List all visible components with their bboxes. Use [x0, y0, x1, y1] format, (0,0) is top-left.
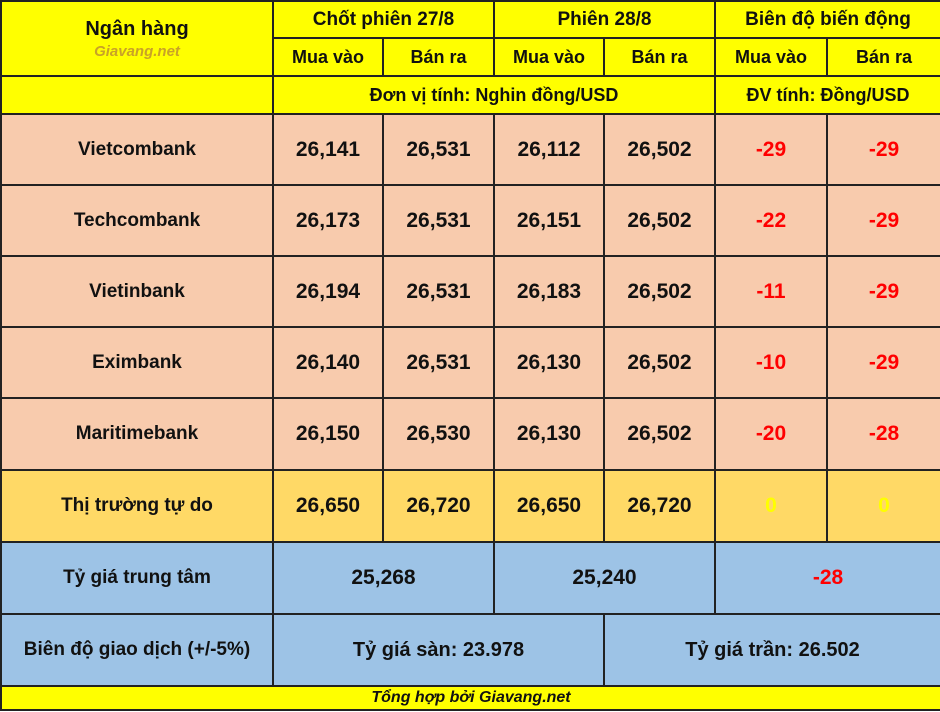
sell-change: -29 [825, 113, 940, 186]
table-row: Eximbank 26,140 26,531 26,130 26,502 -10… [0, 326, 940, 399]
unit-spacer [0, 75, 274, 115]
sell-change: -29 [825, 326, 940, 399]
buy-value: 26,141 [272, 113, 384, 186]
unit-row: Đơn vị tính: Nghin đồng/USD ĐV tính: Đồn… [0, 75, 940, 115]
buy-value: 26,130 [493, 397, 605, 471]
sell-header: Bán ra [825, 37, 940, 77]
sell-value: 26,502 [603, 113, 716, 186]
bank-column-header: Ngân hàng [85, 17, 189, 40]
buy-change: -11 [714, 255, 828, 328]
central-rate-row: Tỷ giá trung tâm 25,268 25,240 -28 [0, 541, 940, 615]
sell-value: 26,531 [382, 326, 495, 399]
footer-row: Tổng hợp bởi Giavang.net [0, 685, 940, 711]
brand-label: Giavang.net [94, 42, 180, 60]
buy-value: 26,150 [272, 397, 384, 471]
sell-change: -29 [825, 255, 940, 328]
footer-credit: Tổng hợp bởi Giavang.net [0, 685, 940, 711]
sell-header: Bán ra [382, 37, 495, 77]
sell-change: -28 [825, 397, 940, 471]
buy-header: Mua vào [493, 37, 605, 77]
buy-value: 26,151 [493, 184, 605, 257]
bank-name: Vietinbank [0, 255, 274, 328]
unit-label-thousand: Đơn vị tính: Nghin đồng/USD [272, 75, 716, 115]
sell-value: 26,531 [382, 255, 495, 328]
sell-value: 26,502 [603, 184, 716, 257]
change-header: Biên độ biến động [713, 0, 940, 39]
header-row-2: Mua vào Bán ra Mua vào Bán ra Mua vào Bá… [1, 37, 940, 77]
bank-name: Eximbank [0, 326, 274, 399]
bank-header-cell: Ngân hàng Giavang.net [0, 0, 274, 77]
sell-value: 26,720 [603, 469, 716, 543]
bank-name: Techcombank [0, 184, 274, 257]
buy-value: 26,112 [493, 113, 605, 186]
table-row: Maritimebank 26,150 26,530 26,130 26,502… [0, 397, 940, 471]
buy-value: 26,183 [493, 255, 605, 328]
table-row: Techcombank 26,173 26,531 26,151 26,502 … [0, 184, 940, 257]
period2-header: Phiên 28/8 [493, 0, 716, 39]
free-market-row: Thị trường tự do 26,650 26,720 26,650 26… [0, 469, 940, 543]
sell-change: 0 [825, 469, 940, 543]
table-row: Vietinbank 26,194 26,531 26,183 26,502 -… [0, 255, 940, 328]
central-rate-label: Tỷ giá trung tâm [0, 541, 274, 615]
floor-rate: Tỷ giá sàn: 23.978 [272, 613, 605, 687]
buy-value: 26,650 [493, 469, 605, 543]
buy-change: 0 [714, 469, 828, 543]
central-rate-change: -28 [713, 541, 940, 615]
sell-header: Bán ra [603, 37, 716, 77]
free-market-label: Thị trường tự do [0, 469, 274, 543]
bank-name: Vietcombank [0, 113, 274, 186]
ceiling-rate: Tỷ giá trần: 26.502 [602, 613, 940, 687]
trading-band-row: Biên độ giao dịch (+/-5%) Tỷ giá sàn: 23… [0, 613, 940, 687]
buy-header: Mua vào [714, 37, 828, 77]
buy-header: Mua vào [272, 37, 384, 77]
buy-change: -22 [714, 184, 828, 257]
buy-change: -29 [714, 113, 828, 186]
buy-value: 26,140 [272, 326, 384, 399]
trading-band-label: Biên độ giao dịch (+/-5%) [0, 613, 274, 687]
sell-change: -29 [825, 184, 940, 257]
buy-value: 26,650 [272, 469, 384, 543]
buy-change: -20 [714, 397, 828, 471]
bank-name: Maritimebank [0, 397, 274, 471]
sell-value: 26,502 [603, 255, 716, 328]
buy-value: 26,173 [272, 184, 384, 257]
buy-value: 26,130 [493, 326, 605, 399]
buy-change: -10 [714, 326, 828, 399]
table-row: Vietcombank 26,141 26,531 26,112 26,502 … [0, 113, 940, 186]
sell-value: 26,531 [382, 113, 495, 186]
sell-value: 26,720 [382, 469, 495, 543]
sell-value: 26,530 [382, 397, 495, 471]
central-rate-value-2: 25,240 [493, 541, 716, 615]
period1-header: Chốt phiên 27/8 [272, 0, 495, 39]
header-row-1: Ngân hàng Giavang.net Chốt phiên 27/8 Ph… [0, 0, 940, 77]
unit-label-dong: ĐV tính: Đồng/USD [713, 75, 940, 115]
sell-value: 26,531 [382, 184, 495, 257]
buy-value: 26,194 [272, 255, 384, 328]
sell-value: 26,502 [603, 326, 716, 399]
central-rate-value-1: 25,268 [272, 541, 495, 615]
sell-value: 26,502 [603, 397, 716, 471]
